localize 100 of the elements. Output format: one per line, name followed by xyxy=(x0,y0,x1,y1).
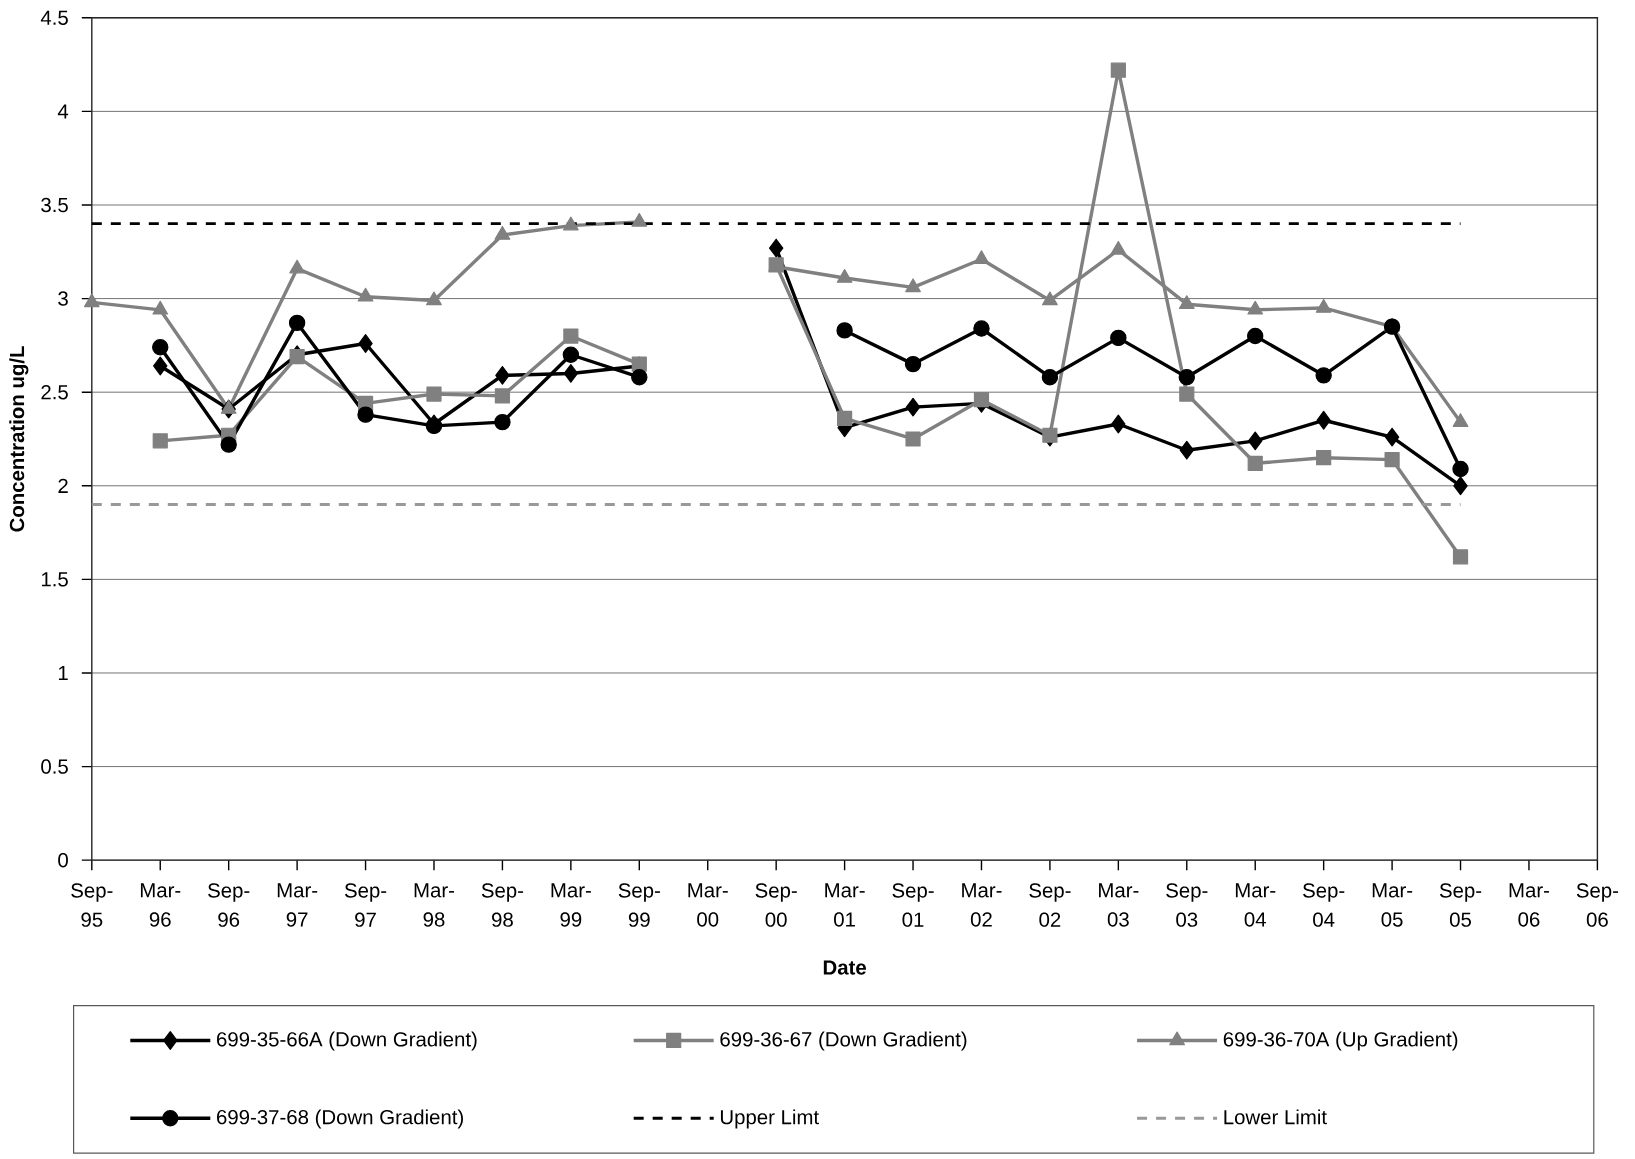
point xyxy=(494,388,511,404)
x-tick-label: Mar-99 xyxy=(551,883,591,927)
point xyxy=(357,406,374,423)
x-tick-label: Sep-97 xyxy=(344,883,387,927)
y-tick-label: 2.5 xyxy=(41,384,68,400)
point xyxy=(1247,327,1264,345)
point xyxy=(631,369,648,386)
x-tick-label: Mar-05 xyxy=(1372,883,1413,927)
x-tick-label: Sep-00 xyxy=(755,883,797,927)
point xyxy=(905,431,921,447)
x-tick-label: Mar-98 xyxy=(414,883,455,927)
point xyxy=(905,397,921,417)
point xyxy=(631,212,648,227)
x-tick-label: Sep-96 xyxy=(208,883,250,927)
point xyxy=(562,346,580,363)
point xyxy=(1315,367,1332,384)
point xyxy=(1248,431,1263,451)
point xyxy=(836,322,853,339)
point xyxy=(1247,300,1264,315)
point xyxy=(152,433,168,449)
point xyxy=(152,339,169,356)
y-tick-label: 2 xyxy=(58,478,68,493)
point xyxy=(1316,450,1332,466)
x-tick-label: Sep-95 xyxy=(71,883,113,927)
point xyxy=(1110,329,1127,347)
point xyxy=(837,410,853,426)
point xyxy=(153,356,168,376)
y-tick-label: 3 xyxy=(58,291,68,306)
point xyxy=(1111,414,1126,434)
point xyxy=(1179,440,1194,460)
point xyxy=(562,216,579,231)
point xyxy=(973,320,990,337)
point xyxy=(220,436,237,453)
x-tick-label: Sep-01 xyxy=(892,883,934,927)
point xyxy=(1453,476,1468,496)
point xyxy=(973,250,990,265)
legend-label: 699-35-66A (Down Gradient) xyxy=(217,1031,477,1051)
x-tick-label: Sep-99 xyxy=(618,883,660,927)
point xyxy=(288,314,306,332)
point xyxy=(1178,295,1195,310)
point xyxy=(220,400,237,414)
y-tick-label: 4.5 xyxy=(40,10,68,25)
point xyxy=(1179,386,1195,402)
point xyxy=(1042,427,1058,443)
x-tick-label: Sep-05 xyxy=(1439,883,1482,927)
point xyxy=(357,287,374,302)
point xyxy=(768,238,784,258)
point xyxy=(494,225,511,240)
x-tick-label: Sep-04 xyxy=(1303,883,1345,927)
point xyxy=(973,392,990,408)
legend-label: 699-36-67 (Down Gradient) xyxy=(720,1031,967,1051)
x-tick-label: Mar-02 xyxy=(962,883,1002,927)
point xyxy=(905,278,921,293)
point xyxy=(494,413,511,431)
point xyxy=(1316,410,1331,430)
x-tick-label: Sep-03 xyxy=(1166,883,1208,927)
point xyxy=(289,259,305,274)
x-axis-title: Date xyxy=(823,960,866,975)
point xyxy=(83,293,100,308)
point xyxy=(1247,455,1263,471)
point xyxy=(1315,298,1332,313)
point xyxy=(1110,240,1127,255)
x-tick-label: Mar-96 xyxy=(140,883,181,927)
point xyxy=(1452,460,1469,478)
point xyxy=(836,269,853,283)
y-tick-label: 0.5 xyxy=(41,759,68,774)
point xyxy=(631,356,647,372)
legend-label: Lower Limit xyxy=(1224,1109,1327,1125)
point xyxy=(152,300,169,315)
point xyxy=(1452,549,1469,565)
x-tick-label: Mar-01 xyxy=(825,883,865,927)
y-tick-label: 1.5 xyxy=(41,572,68,587)
point xyxy=(1384,451,1400,468)
point xyxy=(426,386,442,402)
x-tick-label: Mar-97 xyxy=(277,883,318,927)
point xyxy=(904,355,922,373)
x-tick-label: Mar-04 xyxy=(1235,883,1276,927)
point xyxy=(563,364,579,383)
point xyxy=(358,334,373,353)
x-tick-label: Mar-00 xyxy=(688,883,728,927)
x-tick-label: Sep-02 xyxy=(1029,883,1071,927)
legend-label: 699-36-70A (Up Gradient) xyxy=(1223,1031,1458,1051)
point xyxy=(1178,369,1195,386)
y-tick-label: 1 xyxy=(58,665,68,681)
y-tick-label: 3.5 xyxy=(41,197,68,213)
point xyxy=(495,365,510,385)
y-tick-label: 4 xyxy=(57,104,69,119)
y-tick-label: 0 xyxy=(58,852,68,868)
legend-label: Upper Limt xyxy=(720,1109,819,1129)
point xyxy=(1042,291,1058,306)
x-tick-label: Mar-03 xyxy=(1099,883,1139,927)
y-axis-title: Concentration ug/L xyxy=(9,346,29,532)
point xyxy=(426,291,442,306)
legend-label: 699-37-68 (Down Gradient) xyxy=(217,1109,463,1129)
point xyxy=(289,349,305,365)
x-tick-label: Sep-98 xyxy=(481,883,524,927)
point xyxy=(563,328,579,344)
x-tick-label: Sep-06 xyxy=(1576,883,1619,927)
point xyxy=(1384,427,1400,447)
point xyxy=(1041,369,1059,386)
